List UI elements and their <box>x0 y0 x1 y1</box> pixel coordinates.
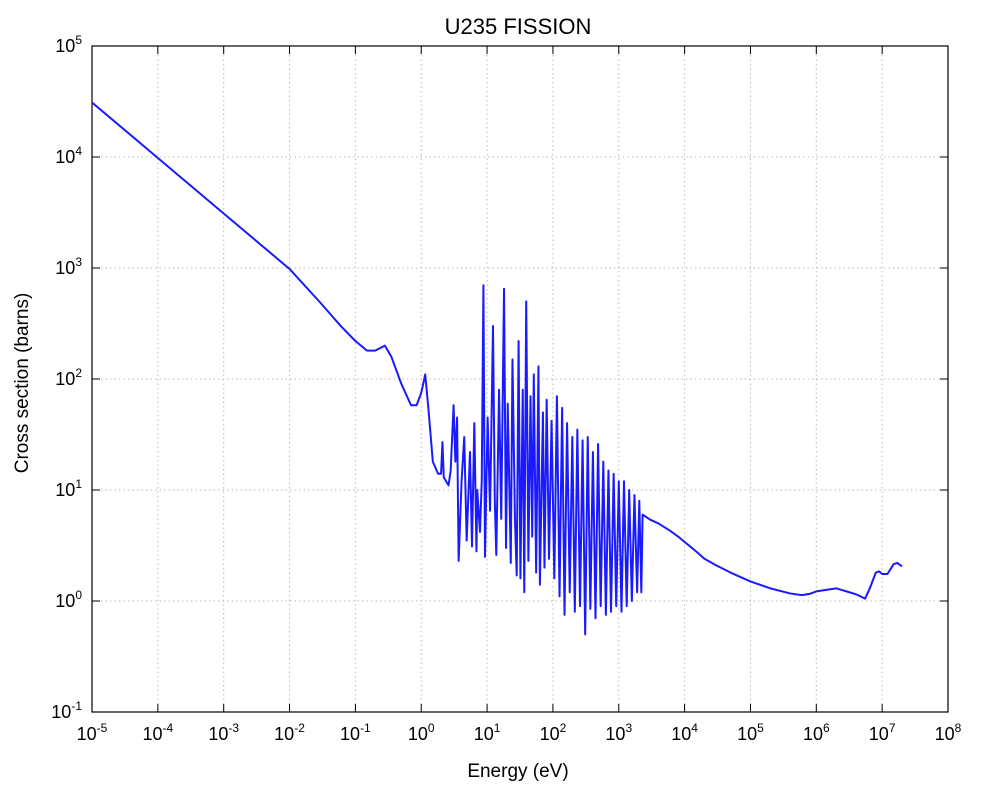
x-tick-labels: 10-5 10-4 10-3 10-2 10-1 100 101 102 103 104 105 10… <box>77 721 962 744</box>
x-tick-label: 10-2 <box>274 721 305 744</box>
tick-marks <box>91 45 949 713</box>
chart-title: U235 FISSION <box>445 14 592 39</box>
x-tick-label: 103 <box>605 721 632 744</box>
y-tick-label: 103 <box>55 255 82 278</box>
x-tick-label: 10-1 <box>340 721 371 744</box>
x-axis-label: Energy (eV) <box>467 761 568 782</box>
y-tick-label: 100 <box>55 588 82 611</box>
x-tick-label: 100 <box>408 721 435 744</box>
x-tick-label: 10-3 <box>208 721 239 744</box>
x-tick-label: 10-4 <box>142 721 173 744</box>
x-tick-label: 102 <box>540 721 567 744</box>
x-tick-label: 105 <box>737 721 764 744</box>
x-tick-label: 107 <box>869 721 896 744</box>
grid-lines <box>92 46 948 712</box>
y-tick-label: 105 <box>55 33 82 56</box>
y-tick-labels: 10-1 100 101 102 103 104 105 <box>51 33 82 722</box>
series-line <box>91 101 903 636</box>
y-tick-label: 101 <box>55 477 82 500</box>
y-tick-label: 104 <box>55 144 82 167</box>
y-tick-label: 10-1 <box>51 699 82 722</box>
y-axis-label: Cross section (barns) <box>12 293 33 474</box>
x-tick-label: 108 <box>935 721 962 744</box>
x-tick-label: 10-5 <box>77 721 108 744</box>
y-tick-label: 102 <box>55 366 82 389</box>
x-tick-label: 101 <box>474 721 501 744</box>
x-tick-label: 104 <box>671 721 698 744</box>
x-tick-label: 106 <box>803 721 830 744</box>
